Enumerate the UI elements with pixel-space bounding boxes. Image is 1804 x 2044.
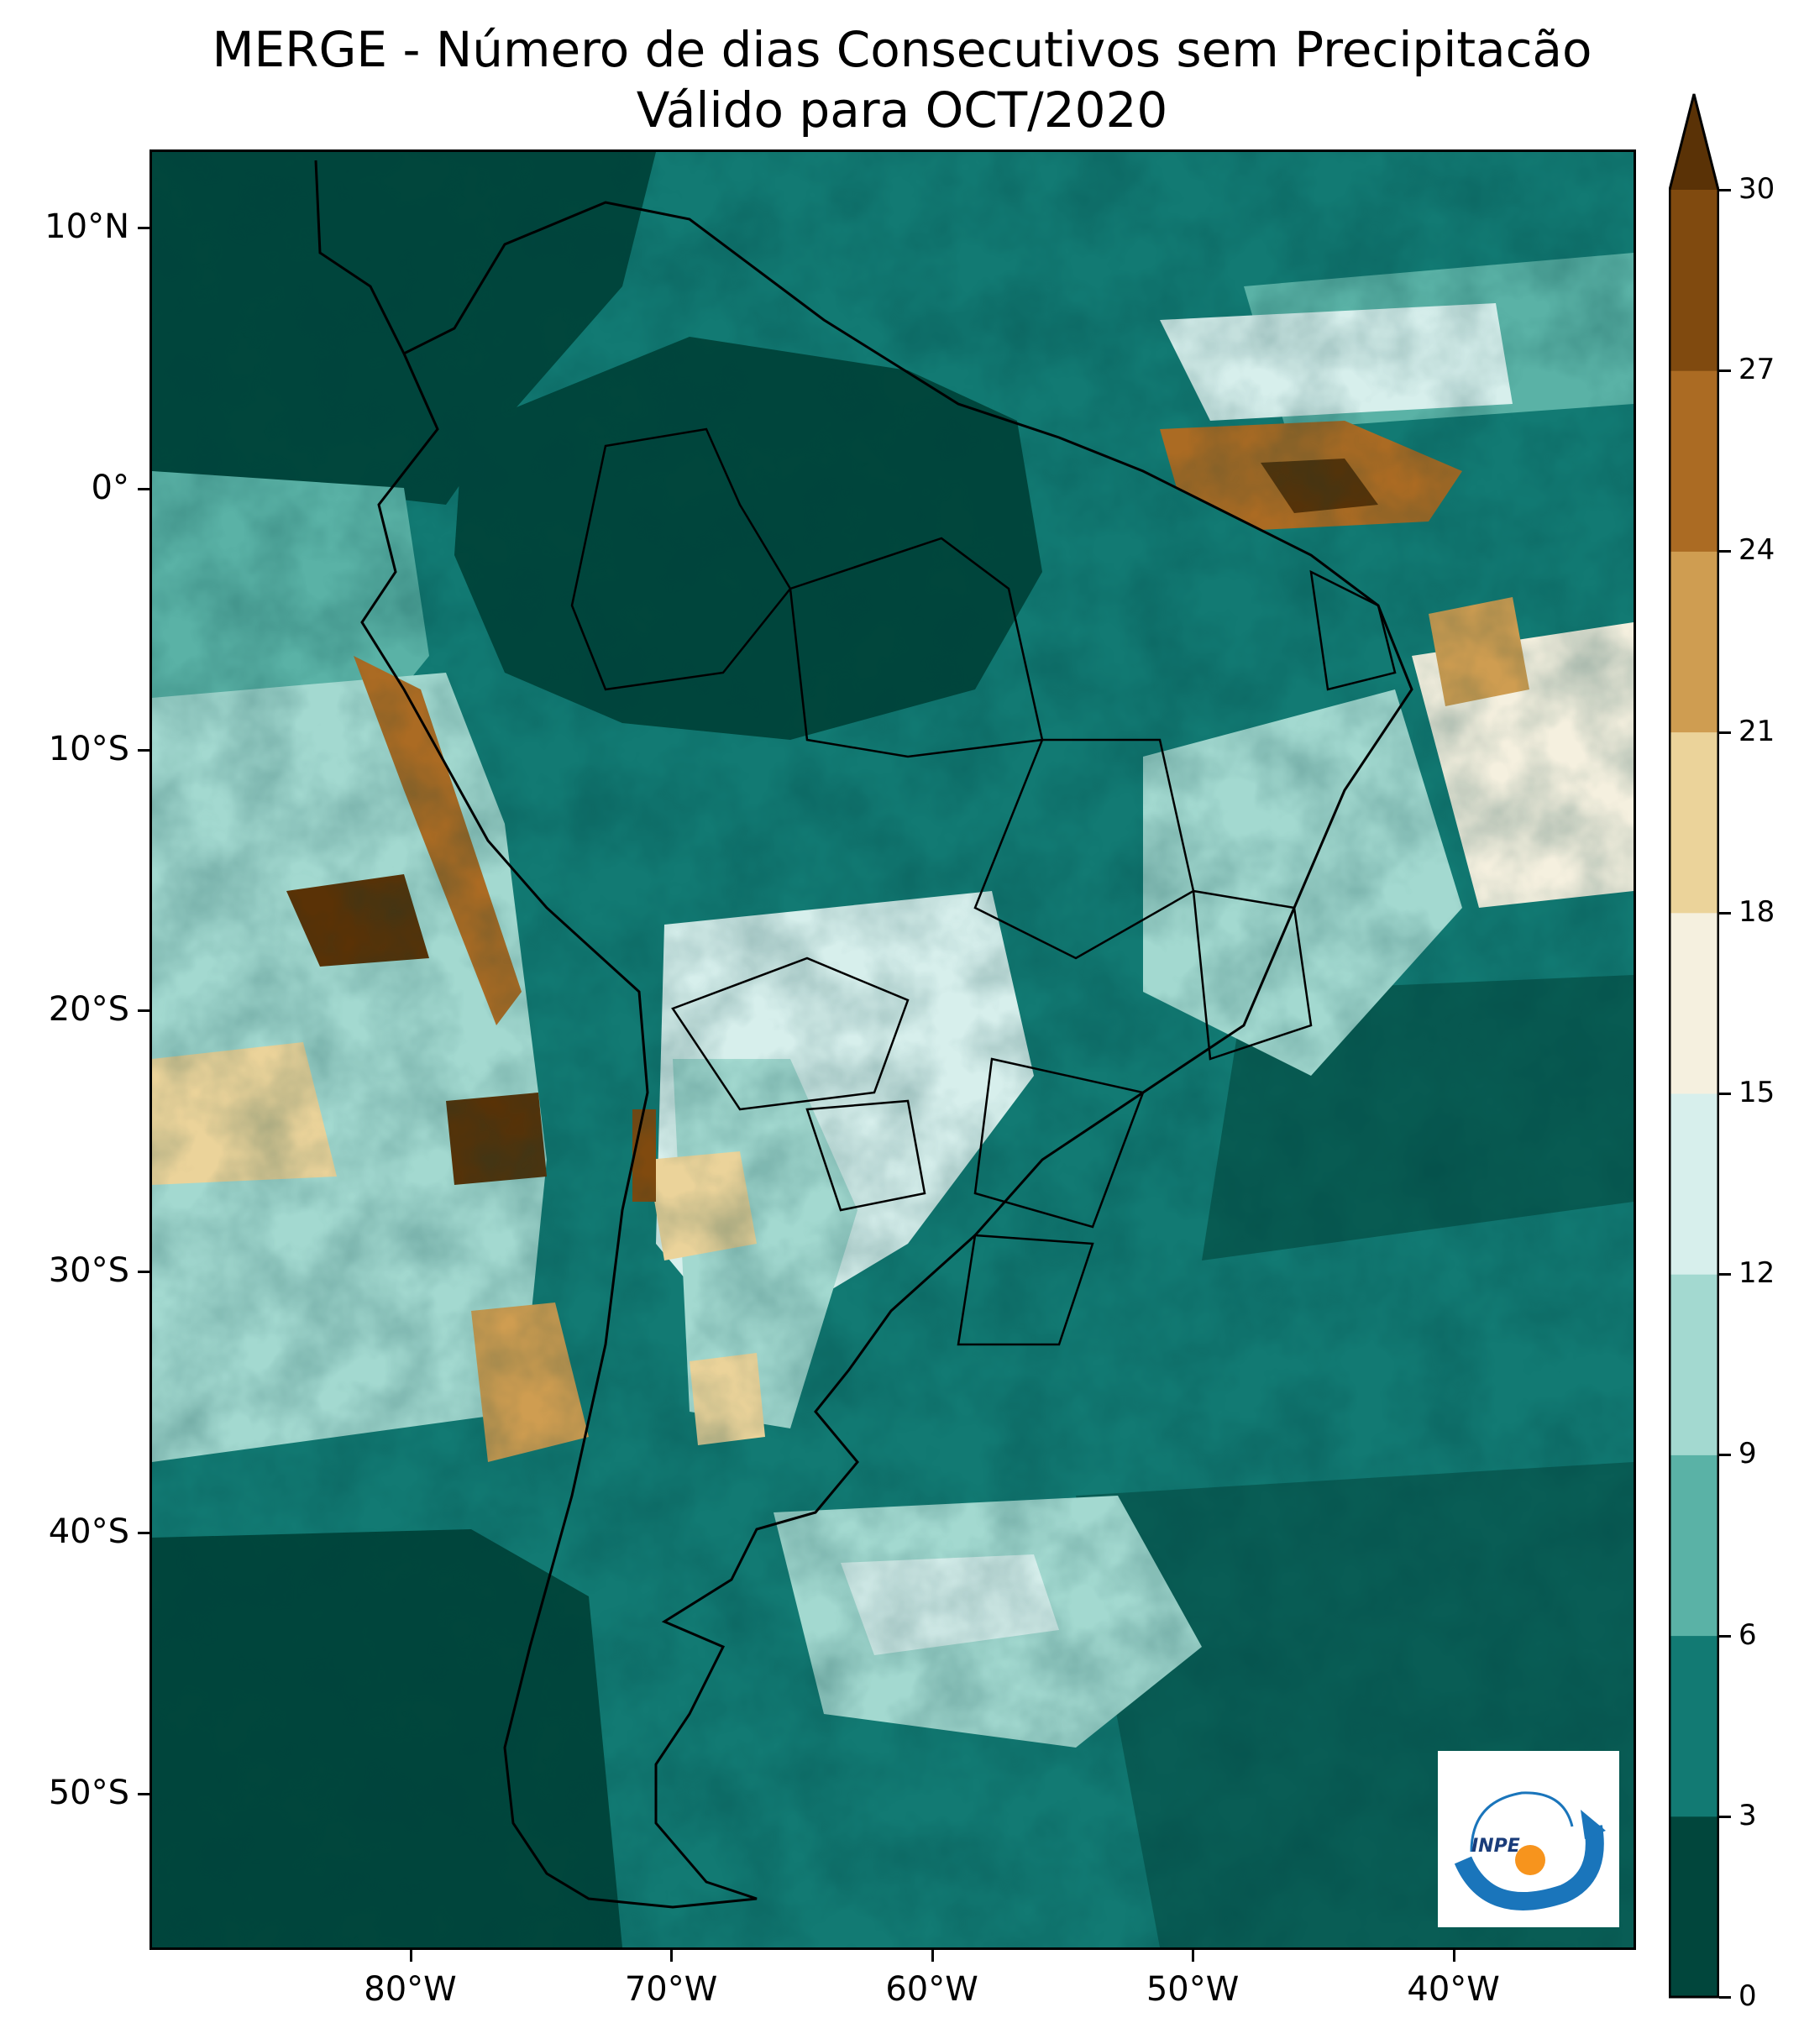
lat-tick-mark <box>138 1531 149 1534</box>
colorbar-tick-label: 6 <box>1738 1617 1757 1652</box>
colorbar-segment <box>1669 370 1719 552</box>
colorbar-tick-label: 9 <box>1738 1437 1757 1471</box>
colorbar <box>1669 93 1719 1999</box>
border-bolivia <box>671 956 910 1111</box>
map-title: MERGE - Número de dias Consecutivos sem … <box>212 21 1592 78</box>
colorbar-tick-label: 15 <box>1738 1076 1775 1109</box>
lon-tick-label: 40°W <box>1407 1970 1500 2009</box>
border-paraguay <box>805 1099 926 1212</box>
colorbar-tick-label: 30 <box>1738 172 1775 206</box>
lat-tick-mark <box>138 1009 149 1013</box>
texture-overlay <box>152 152 1634 1947</box>
lat-tick-label: 50°S <box>48 1773 129 1812</box>
lat-tick-mark <box>138 227 149 230</box>
colorbar-tick-mark <box>1719 369 1731 373</box>
colorbar-tick-mark <box>1719 1093 1731 1095</box>
lat-tick-mark <box>138 748 149 752</box>
map-subtitle: Válido para OCT/2020 <box>636 81 1168 139</box>
lat-tick-label: 20°S <box>48 990 129 1030</box>
border-amazonas <box>570 427 792 691</box>
colorbar-tick-label: 21 <box>1738 714 1775 748</box>
colorbar-tick-mark <box>1719 1634 1731 1638</box>
lat-tick-label: 10°N <box>45 207 129 247</box>
colorbar-segment <box>1669 1454 1719 1637</box>
colorbar-tick-label: 27 <box>1738 353 1775 387</box>
border-parana <box>973 1057 1145 1229</box>
colorbar-segment <box>1669 912 1719 1094</box>
colorbar-tick-mark <box>1719 1815 1731 1818</box>
border-ne-states <box>1309 569 1397 691</box>
colorbar-tick-mark <box>1719 550 1731 553</box>
map-canvas <box>152 152 1634 1947</box>
border-minas <box>1192 889 1313 1061</box>
colorbar-segment <box>1669 1816 1719 1998</box>
colorbar-segment <box>1669 190 1719 371</box>
lon-tick-mark <box>1452 1950 1455 1962</box>
lon-tick-label: 80°W <box>364 1970 457 2009</box>
lat-tick-mark <box>138 1271 149 1274</box>
lat-tick-label: 30°S <box>48 1251 129 1291</box>
colorbar-tick-mark <box>1719 1996 1731 1999</box>
lon-tick-label: 50°W <box>1146 1970 1240 2009</box>
south-america-outline <box>314 160 1413 1909</box>
colorbar-segment <box>1669 1274 1719 1455</box>
colorbar-tick-label: 0 <box>1738 1979 1757 2013</box>
colorbar-outline <box>1669 93 1719 1999</box>
lon-tick-label: 60°W <box>885 1970 978 2009</box>
colorbar-tick-label: 18 <box>1738 894 1775 929</box>
colorbar-tick-mark <box>1719 189 1731 191</box>
colorbar-segment <box>1669 1093 1719 1275</box>
lat-tick-label: 40°S <box>48 1512 129 1551</box>
lon-tick-mark <box>1192 1950 1195 1962</box>
lon-tick-mark <box>670 1950 674 1962</box>
colorbar-extend-arrow <box>1669 94 1719 190</box>
lat-tick-mark <box>138 487 149 490</box>
colorbar-segment <box>1669 1635 1719 1817</box>
colorbar-tick-mark <box>1719 1273 1731 1276</box>
lon-tick-mark <box>409 1950 412 1962</box>
colorbar-tick-label: 24 <box>1738 533 1775 568</box>
lat-tick-label: 0° <box>91 468 129 507</box>
lon-tick-label: 70°W <box>624 1970 718 2009</box>
inpe-logo: INPE <box>1438 1751 1619 1927</box>
colorbar-tick-mark <box>1719 1454 1731 1457</box>
svg-text:INPE: INPE <box>1471 1836 1520 1857</box>
lon-tick-mark <box>931 1950 934 1962</box>
border-mato-grosso <box>973 738 1195 960</box>
colorbar-tick-mark <box>1719 731 1731 734</box>
lat-tick-mark <box>138 1792 149 1795</box>
border-rio-grande-sul <box>957 1234 1094 1346</box>
lat-tick-label: 10°S <box>48 729 129 768</box>
colorbar-segment <box>1669 551 1719 733</box>
precipitation-map <box>149 149 1636 1950</box>
colorbar-tick-label: 12 <box>1738 1256 1775 1291</box>
inpe-logo-icon: INPE <box>1454 1791 1606 1910</box>
colorbar-segment <box>1669 731 1719 914</box>
colorbar-tick-label: 3 <box>1738 1798 1757 1832</box>
colorbar-tick-mark <box>1719 911 1731 915</box>
